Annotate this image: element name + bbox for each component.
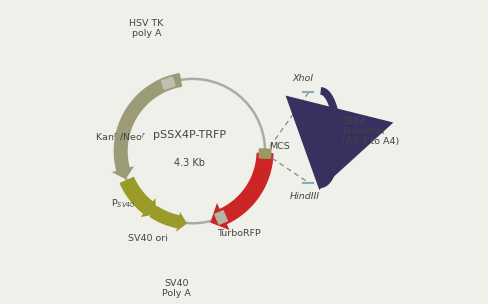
Polygon shape [220, 153, 273, 223]
Text: P$_{SV40}$: P$_{SV40}$ [111, 198, 135, 210]
Polygon shape [114, 74, 182, 171]
Bar [161, 77, 175, 89]
Text: SV40 ori: SV40 ori [128, 234, 168, 243]
Text: XhoI: XhoI [292, 74, 313, 83]
Text: Kan$^r$ /Neo$^r$: Kan$^r$ /Neo$^r$ [95, 132, 146, 143]
Text: TurboRFP: TurboRFP [217, 229, 261, 238]
Bar [215, 211, 227, 224]
Text: 4.3 Kb: 4.3 Kb [174, 158, 205, 168]
Text: pSSX4P-TRFP: pSSX4P-TRFP [153, 130, 226, 140]
Text: SSX4
Promoter
(A3.3 to A4): SSX4 Promoter (A3.3 to A4) [342, 117, 399, 147]
Polygon shape [150, 207, 180, 228]
Polygon shape [121, 178, 153, 214]
Text: SV40
Poly A: SV40 Poly A [162, 279, 191, 298]
Bar [259, 149, 271, 158]
Text: HindIII: HindIII [290, 192, 320, 201]
Text: MCS: MCS [269, 142, 290, 151]
Text: HSV TK
poly A: HSV TK poly A [129, 19, 163, 38]
